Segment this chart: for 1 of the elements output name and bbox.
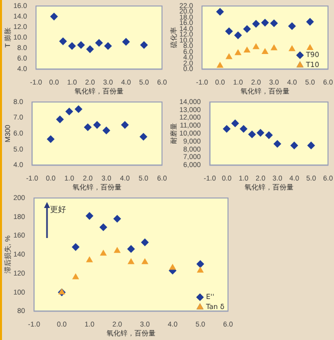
annotation: 更好	[50, 205, 66, 214]
